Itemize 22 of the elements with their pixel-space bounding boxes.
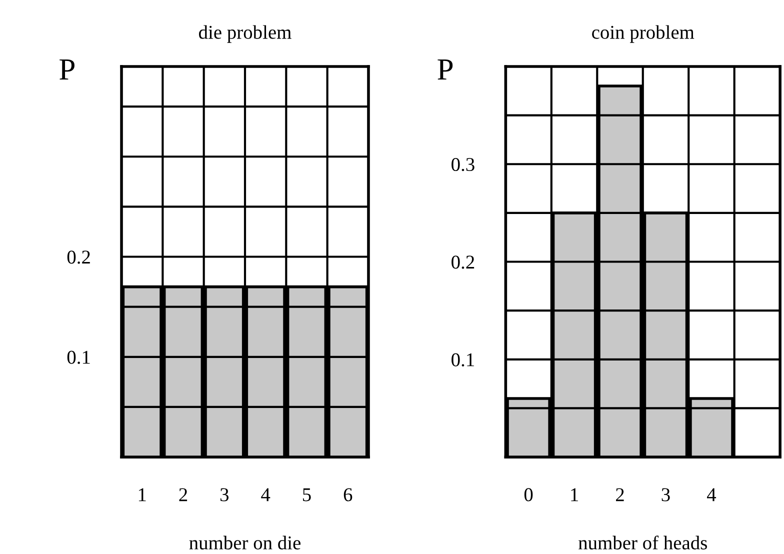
y-axis-title: P (438, 59, 453, 80)
x-tick-label: 4 (261, 488, 270, 502)
x-tick-label: 3 (662, 488, 670, 502)
x-axis-title: number on die (189, 536, 300, 550)
chart-title: coin problem (592, 25, 694, 43)
y-tick-label: 0.2 (452, 256, 474, 269)
x-tick-label: 2 (616, 488, 624, 502)
y-tick-label: 0.1 (67, 350, 90, 364)
chart-title: die problem (198, 25, 292, 43)
x-tick-label: 1 (571, 488, 578, 502)
x-tick-label: 5 (303, 488, 311, 502)
x-axis-title: number of heads (578, 536, 707, 550)
x-tick-label: 4 (707, 488, 716, 502)
x-tick-label: 1 (138, 488, 146, 502)
x-tick-label: 3 (220, 488, 229, 502)
y-tick-label: 0.2 (67, 250, 90, 264)
x-tick-label: 2 (179, 488, 188, 502)
x-tick-label: 0 (524, 488, 533, 502)
x-tick-label: 6 (344, 488, 352, 502)
y-tick-label: 0.1 (452, 353, 474, 366)
y-tick-label: 0.3 (452, 158, 474, 172)
y-axis-title: P (60, 59, 74, 80)
